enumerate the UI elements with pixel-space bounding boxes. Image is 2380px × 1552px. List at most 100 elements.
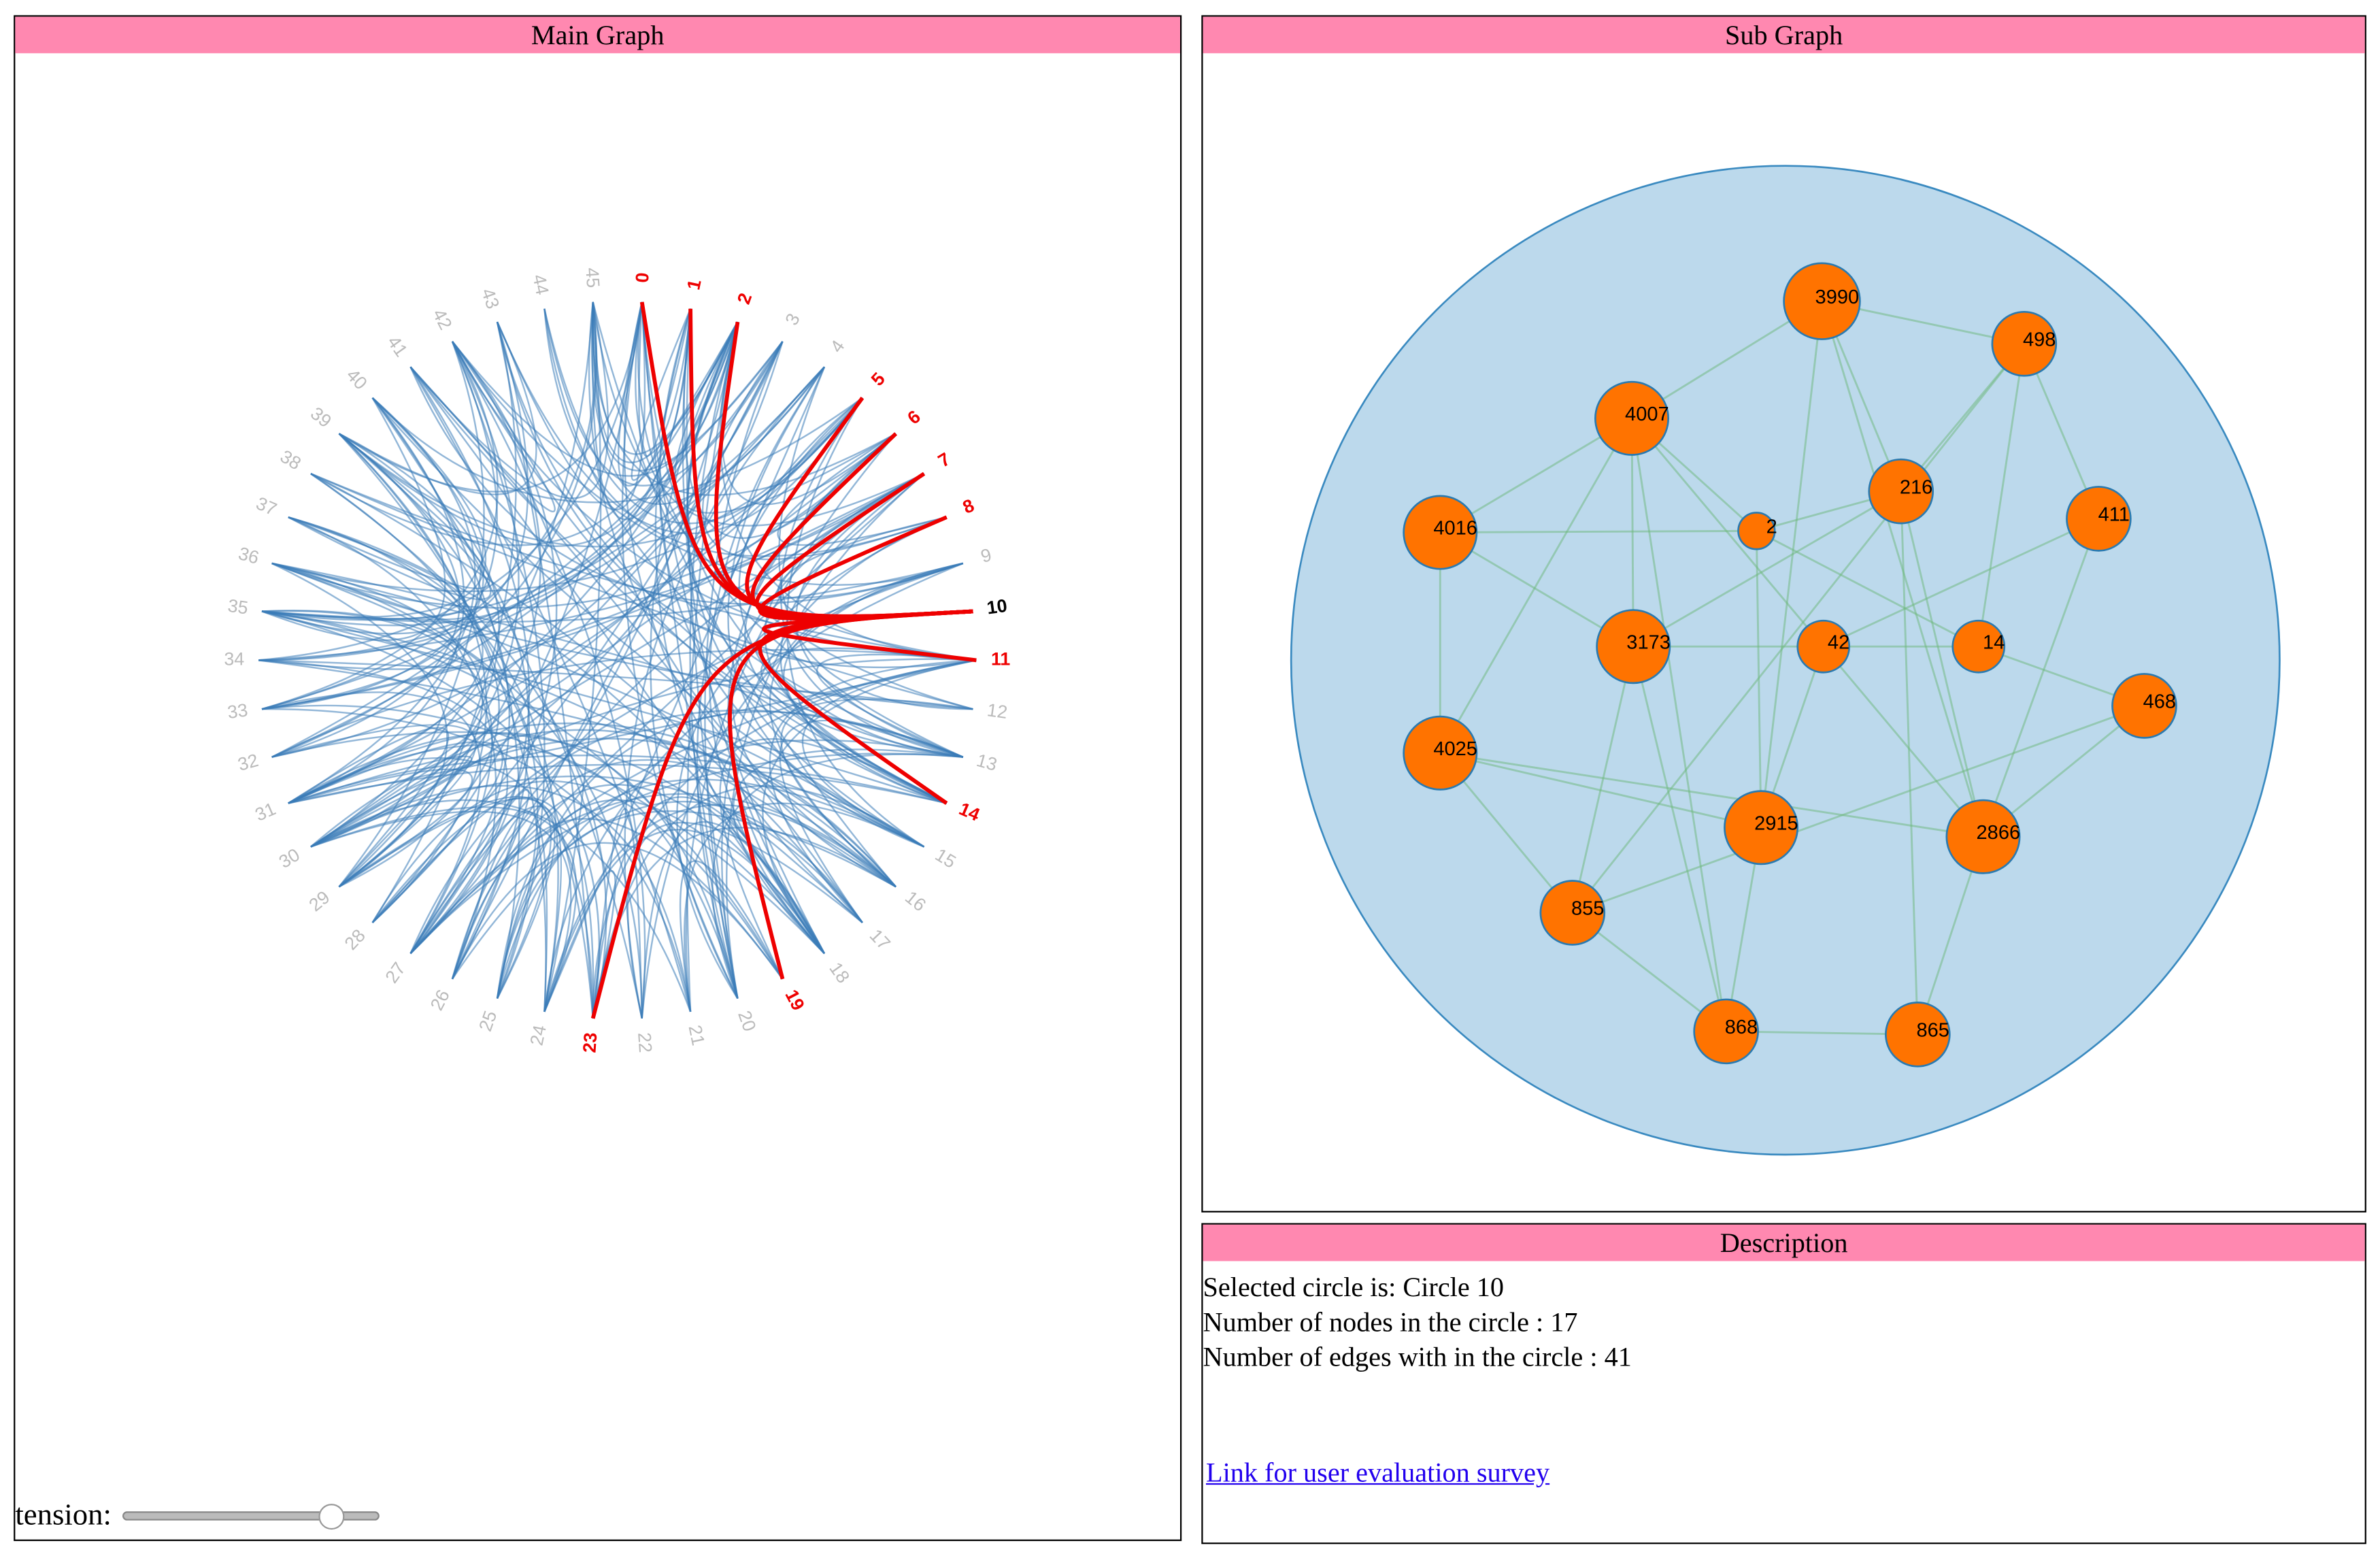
edge <box>310 473 863 923</box>
edge <box>592 301 973 710</box>
node-label: 36 <box>236 543 261 568</box>
sub-node-label: 4007 <box>1625 403 1669 425</box>
node-label: 1 <box>683 278 705 292</box>
edge <box>682 308 826 955</box>
sub-edge <box>1572 705 2145 914</box>
edge <box>543 308 948 557</box>
edge <box>777 433 948 546</box>
sub-node-label: 4025 <box>1433 738 1477 760</box>
survey-link[interactable]: Link for user evaluation survey <box>1205 1457 1550 1488</box>
edge <box>271 648 977 758</box>
node-label: 30 <box>275 844 303 872</box>
edge <box>588 301 896 888</box>
sub-edge <box>1571 646 1635 913</box>
edge <box>271 301 598 758</box>
sub-edge <box>1439 752 1762 829</box>
edge <box>258 562 458 670</box>
node-label: 37 <box>253 493 280 519</box>
chord-graph: 0 123456789101112131415161718192021222324… <box>224 267 1010 1053</box>
edge <box>496 321 977 669</box>
edge <box>686 308 739 999</box>
node-label: 32 <box>235 750 261 775</box>
tension-slider[interactable] <box>112 1501 385 1532</box>
edge <box>409 341 558 955</box>
node-label: 31 <box>252 798 279 825</box>
node-label: 41 <box>384 332 412 361</box>
node-label: 15 <box>932 844 960 872</box>
sub-node <box>1951 619 2006 674</box>
sub-node <box>1991 310 2058 377</box>
sub-node-label: 498 <box>2023 329 2056 350</box>
edge <box>261 610 601 1019</box>
node-label: 24 <box>526 1023 550 1047</box>
edge <box>310 658 977 848</box>
edge <box>371 321 517 923</box>
edge <box>261 610 896 888</box>
node-label: 22 <box>634 1031 656 1053</box>
edge <box>496 810 896 999</box>
tension-label: tension: <box>15 1498 112 1532</box>
node-label: 26 <box>426 987 454 1014</box>
edge <box>721 321 896 506</box>
sub-edge <box>1823 518 2100 648</box>
description-line: Number of nodes in the circle : 17 <box>1203 1306 1578 1338</box>
node-label: 10 <box>986 595 1009 618</box>
node-label: 34 <box>224 648 244 669</box>
edge <box>780 473 948 804</box>
sub-node-label: 14 <box>1983 631 2005 653</box>
edge <box>686 321 739 1012</box>
edge <box>338 433 488 923</box>
node-label: 28 <box>341 925 369 954</box>
edge <box>310 473 925 848</box>
edge <box>769 562 964 888</box>
sub-node-label: 216 <box>1900 476 1932 498</box>
edge <box>623 301 863 923</box>
node-label: 7 <box>935 448 954 471</box>
sub-node <box>2066 486 2132 552</box>
node-label: 20 <box>734 1008 760 1034</box>
edge <box>288 755 473 848</box>
node-label: 45 <box>582 267 603 288</box>
sub-node-label: 2 <box>1766 516 1777 538</box>
node-label: 39 <box>307 403 335 431</box>
sub-edge <box>1440 529 1757 533</box>
edge <box>543 308 784 486</box>
edge <box>371 397 863 503</box>
sub-node-label: 2915 <box>1754 812 1798 834</box>
sub-edge <box>1571 343 2025 914</box>
edge <box>543 301 602 1012</box>
edge <box>496 799 825 999</box>
node-label: 0 <box>632 272 653 284</box>
edge <box>592 785 925 1019</box>
edge <box>288 757 594 1019</box>
edge <box>288 516 497 980</box>
sub-node-label: 468 <box>2143 691 2176 713</box>
edge <box>409 473 925 955</box>
node-label: 29 <box>305 887 333 915</box>
edge <box>288 433 492 600</box>
edge <box>592 808 643 1019</box>
edge <box>271 433 896 609</box>
sub-node-label: 865 <box>1916 1020 1949 1042</box>
node-label: 25 <box>475 1008 501 1034</box>
edge <box>409 709 964 954</box>
edge <box>310 473 500 888</box>
edge <box>271 562 964 758</box>
node-label: 3 <box>781 310 804 329</box>
sub-node <box>1868 458 1934 525</box>
edge <box>451 842 784 980</box>
sub-node-label: 4016 <box>1433 518 1477 540</box>
edge <box>673 321 896 514</box>
node-label: 38 <box>277 446 305 474</box>
edge <box>310 729 896 888</box>
node-label: 12 <box>986 699 1009 723</box>
sub-panel: Sub Graph 3990 498 4007 216 411 4016 2 3173 42 14… <box>1201 15 2366 1212</box>
sub-edge <box>1982 518 2100 838</box>
edge <box>591 301 739 521</box>
edge <box>409 366 948 804</box>
edge <box>451 759 896 980</box>
description-line: Selected circle is: Circle 10 <box>1203 1272 1505 1302</box>
edge <box>271 731 826 954</box>
sub-node <box>1693 998 1759 1065</box>
sub-node <box>1724 790 1799 865</box>
